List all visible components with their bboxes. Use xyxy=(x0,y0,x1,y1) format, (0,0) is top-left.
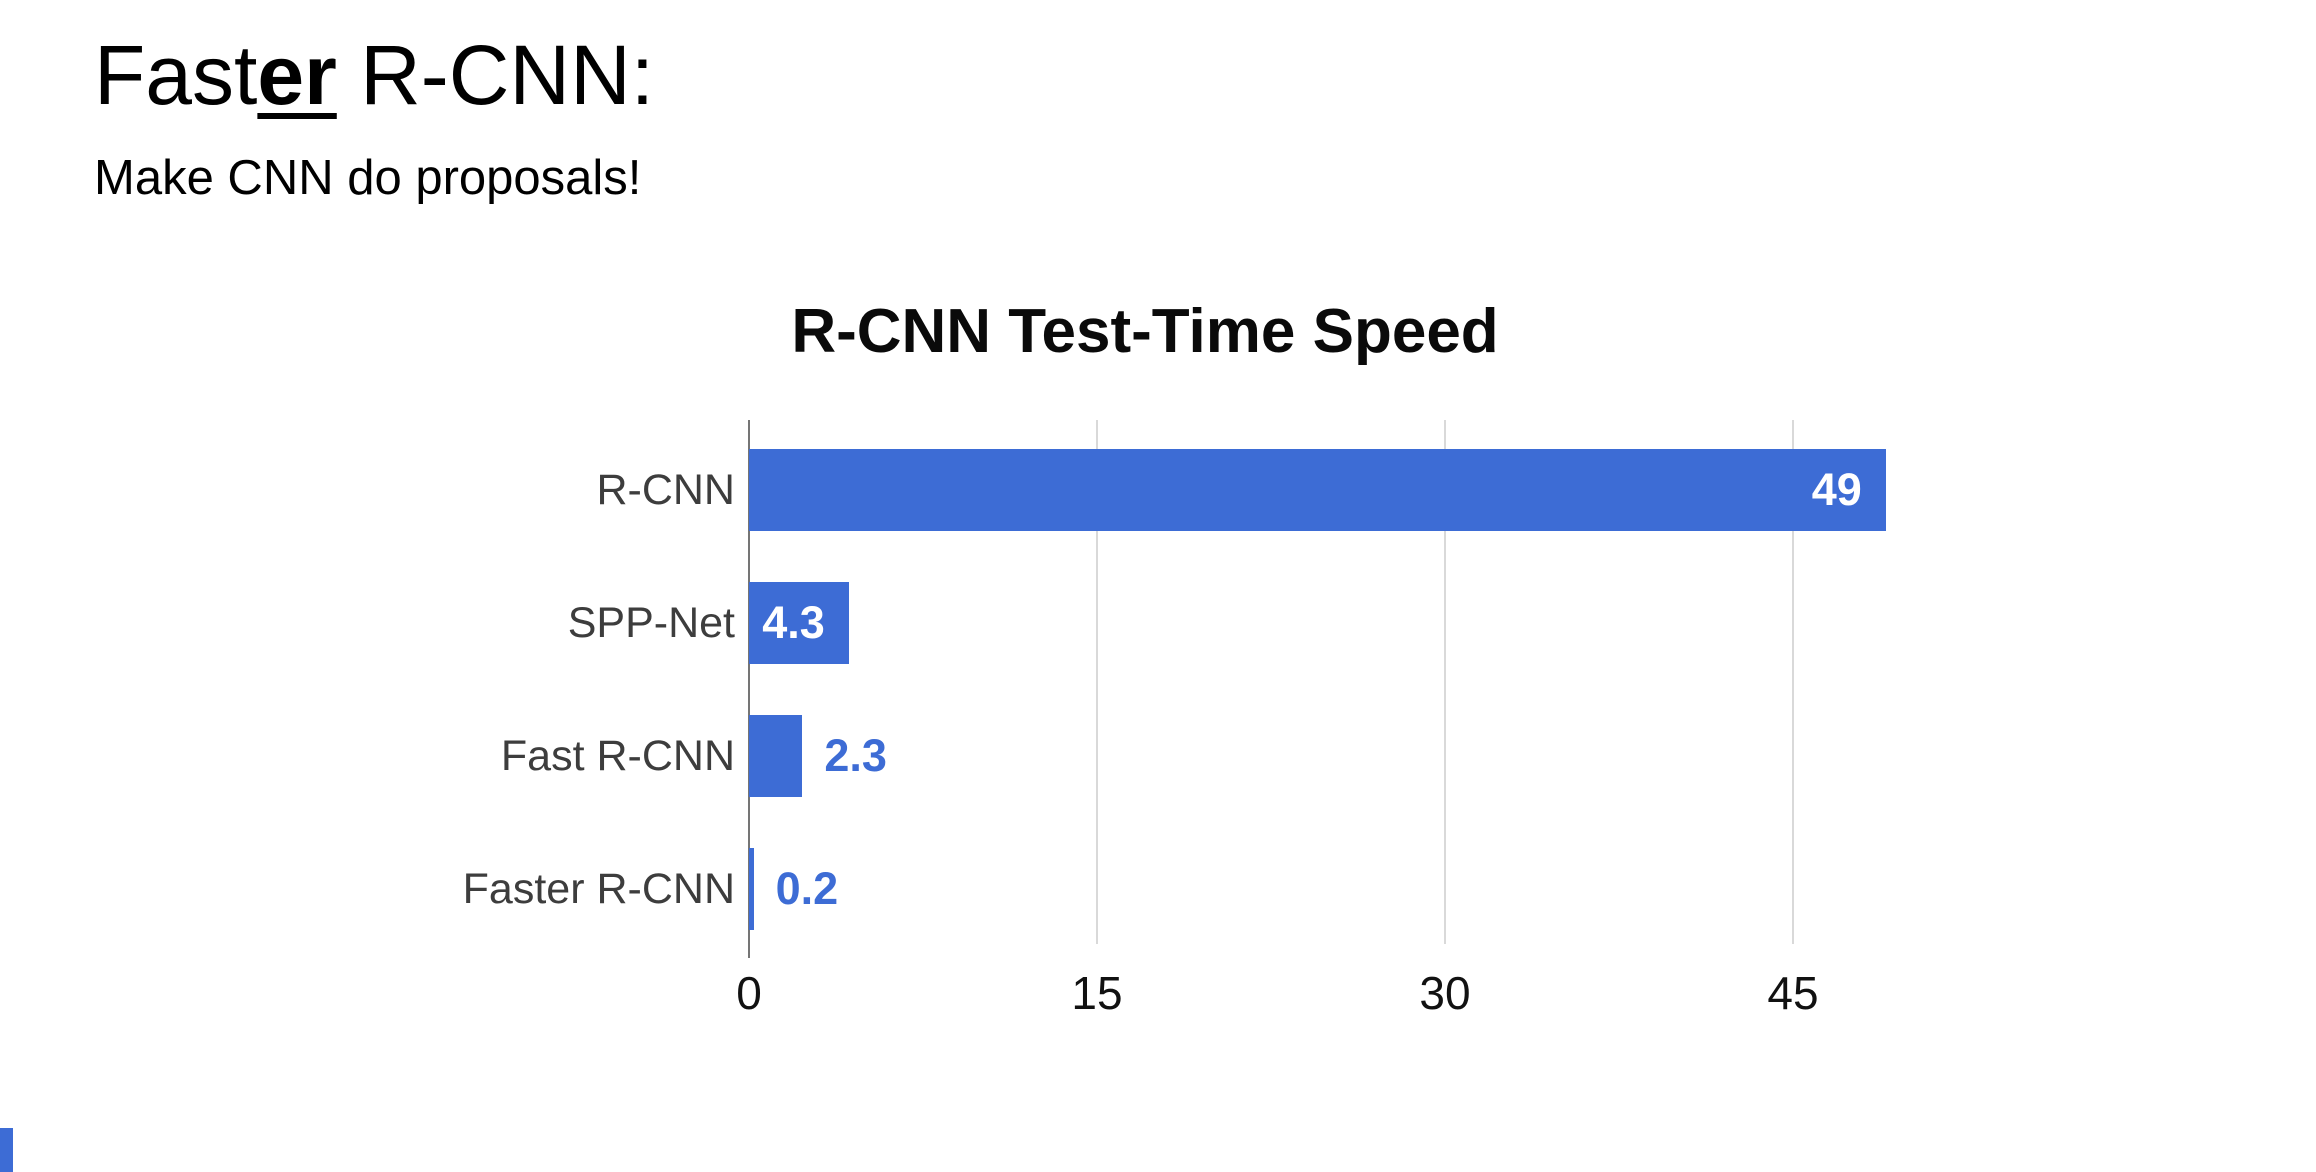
value-label: 4.3 xyxy=(762,597,825,648)
x-tick-label: 0 xyxy=(736,967,762,1019)
category-label: SPP-Net xyxy=(567,599,735,647)
value-label: 0.2 xyxy=(775,863,839,914)
corner-artifact xyxy=(0,1128,13,1172)
slide-title-part3: R-CNN: xyxy=(336,28,655,122)
x-tick-label: 15 xyxy=(1071,967,1123,1019)
bar xyxy=(749,582,849,664)
chart-title: R-CNN Test-Time Speed xyxy=(791,297,1499,366)
bar xyxy=(749,715,803,797)
category-label: Fast R-CNN xyxy=(500,732,735,780)
slide-title-part1: Fast xyxy=(94,28,258,122)
value-label: 49 xyxy=(1811,464,1862,515)
gridline xyxy=(1444,420,1446,944)
category-label: R-CNN xyxy=(596,466,735,514)
axis-line xyxy=(748,420,750,958)
bar xyxy=(749,449,1886,531)
bar xyxy=(749,848,754,930)
slide-title-emphasis: er xyxy=(257,28,337,122)
slide-subtitle: Make CNN do proposals! xyxy=(94,151,642,205)
slide-title: Faster R-CNN: xyxy=(94,28,654,122)
value-label: 2.3 xyxy=(824,730,887,781)
gridline xyxy=(1792,420,1794,944)
gridline xyxy=(1096,420,1098,944)
x-tick-label: 45 xyxy=(1767,967,1819,1019)
category-label: Faster R-CNN xyxy=(462,865,735,913)
x-tick-label: 30 xyxy=(1419,967,1471,1019)
